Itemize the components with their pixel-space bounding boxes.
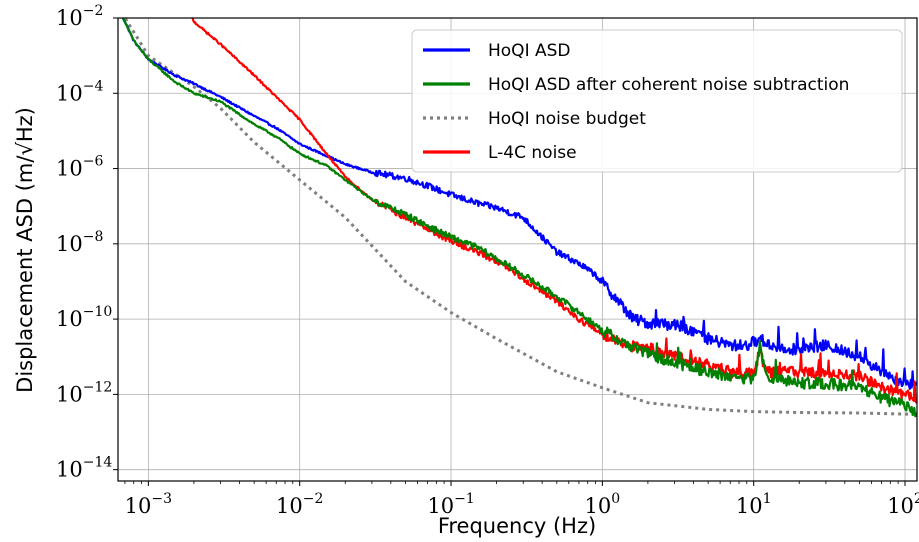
- y-tick-label: 10−12: [56, 379, 112, 406]
- x-tick-label: 10−1: [427, 491, 474, 518]
- x-tick-label: 101: [736, 491, 772, 518]
- y-tick-label: 10−8: [56, 229, 103, 256]
- series-line-3: [191, 18, 917, 404]
- x-axis-title: Frequency (Hz): [438, 514, 596, 538]
- series-line-2: [123, 18, 917, 416]
- legend-label: HoQI ASD: [488, 41, 571, 61]
- x-tick-label: 100: [585, 491, 621, 518]
- tick-marks: [113, 17, 906, 486]
- series-line-0: [121, 18, 917, 390]
- y-tick-label: 10−2: [56, 3, 103, 30]
- x-tick-labels: 10−3 10−2 10−1 100 101 102: [125, 491, 919, 518]
- legend-box: [411, 29, 903, 173]
- y-tick-label: 10−10: [56, 304, 112, 331]
- y-tick-label: 10−14: [56, 455, 112, 482]
- y-axis-title: Displacement ASD (m/√Hz): [13, 107, 37, 393]
- y-tick-labels: 10−14 10−12 10−10 10−8 10−6 10−4 10−2: [56, 3, 112, 482]
- x-tick-label: 10−2: [276, 491, 323, 518]
- series-layer: [121, 18, 917, 418]
- legend-label: HoQI ASD after coherent noise subtractio…: [488, 75, 849, 95]
- legend-label: L-4C noise: [488, 143, 577, 163]
- y-tick-label: 10−6: [56, 154, 103, 181]
- x-tick-label: 10−3: [125, 491, 172, 518]
- x-tick-label: 102: [887, 491, 919, 518]
- series-line-1: [121, 18, 917, 418]
- legend-label: HoQI noise budget: [488, 109, 646, 129]
- plot-frame: [117, 17, 918, 482]
- legend: HoQI ASD HoQI ASD after coherent noise su…: [411, 29, 903, 173]
- y-tick-label: 10−4: [56, 78, 103, 105]
